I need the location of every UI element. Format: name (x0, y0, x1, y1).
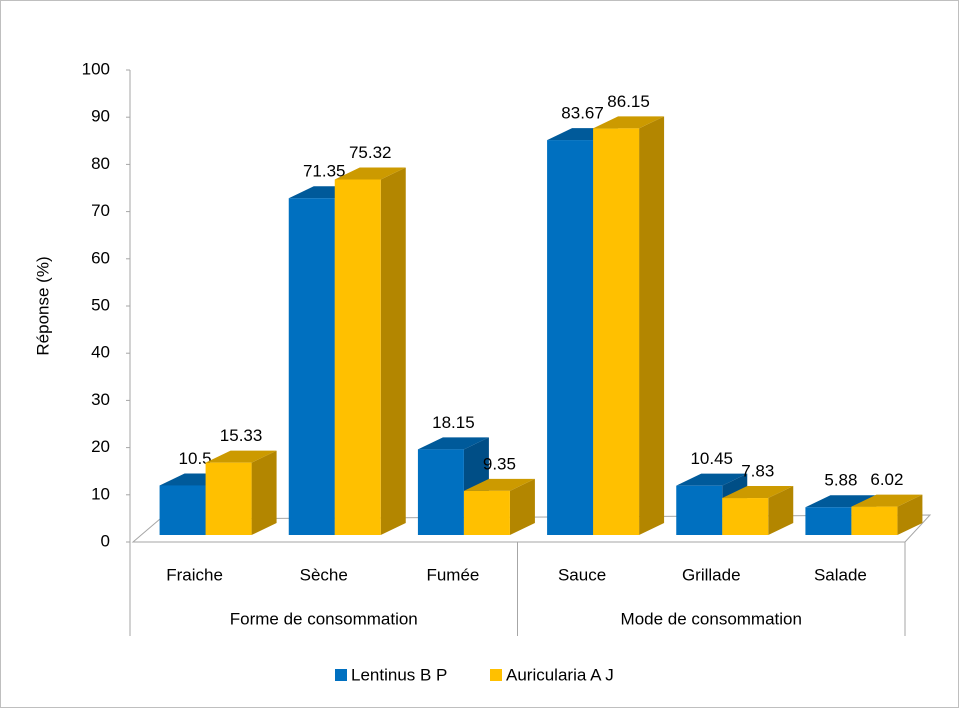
bar (463, 490, 510, 535)
bar-top (722, 486, 794, 499)
bar-side (768, 486, 794, 535)
bar (805, 507, 852, 535)
y-tick-label: 0 (101, 531, 110, 550)
data-label: 10.45 (690, 449, 733, 468)
data-label: 71.35 (303, 162, 346, 181)
y-tick-label: 60 (91, 248, 110, 267)
y-tick-label: 40 (91, 343, 110, 362)
data-label: 10.5 (179, 449, 212, 468)
y-tick-label: 80 (91, 154, 110, 173)
bar (288, 198, 335, 535)
y-tick-label: 10 (91, 484, 110, 503)
bar (593, 128, 640, 535)
y-tick-label: 90 (91, 107, 110, 126)
data-label: 83.67 (561, 104, 604, 123)
y-axis-title: Réponse (%) (33, 256, 52, 355)
data-label: 9.35 (483, 454, 516, 473)
bar-top (593, 116, 665, 129)
legend-label: Lentinus B P (351, 665, 447, 684)
data-label: 15.33 (220, 426, 263, 445)
bar-top (334, 167, 406, 180)
y-tick-label: 20 (91, 437, 110, 456)
bar-top (463, 478, 535, 491)
data-label: 75.32 (349, 143, 392, 162)
legend-swatch (490, 669, 502, 681)
bar (205, 462, 252, 535)
bar-side (897, 494, 923, 535)
y-tick-label: 70 (91, 201, 110, 220)
bar-top (851, 494, 923, 507)
bar-top (205, 450, 277, 463)
x-tick-label: Sauce (558, 565, 606, 584)
y-tick-label: 30 (91, 390, 110, 409)
x-tick-label: Grillade (682, 565, 741, 584)
legend-swatch (335, 669, 347, 681)
y-tick-label: 50 (91, 295, 110, 314)
data-label: 7.83 (741, 462, 774, 481)
bar (417, 449, 464, 535)
y-tick-label: 100 (82, 59, 110, 78)
bar (722, 498, 769, 535)
group-label: Forme de consommation (230, 609, 418, 628)
bar (676, 485, 723, 535)
bar (851, 506, 898, 535)
x-tick-label: Fumée (426, 565, 479, 584)
bar-side (251, 450, 277, 535)
bar-side (380, 167, 406, 535)
bar (159, 485, 206, 535)
bar (334, 179, 381, 535)
bar-top (417, 437, 489, 450)
data-label: 86.15 (607, 92, 650, 111)
bar-top (676, 473, 748, 486)
bar-side (639, 116, 665, 535)
bar (547, 140, 594, 535)
legend-label: Auricularia A J (506, 665, 614, 684)
data-label: 5.88 (824, 471, 857, 490)
data-label: 18.15 (432, 413, 475, 432)
data-label: 6.02 (870, 470, 903, 489)
group-label: Mode de consommation (621, 609, 802, 628)
x-tick-label: Sèche (300, 565, 348, 584)
bar-top (805, 495, 877, 508)
x-tick-label: Salade (814, 565, 867, 584)
bar-side (509, 478, 535, 535)
x-tick-label: Fraiche (166, 565, 223, 584)
